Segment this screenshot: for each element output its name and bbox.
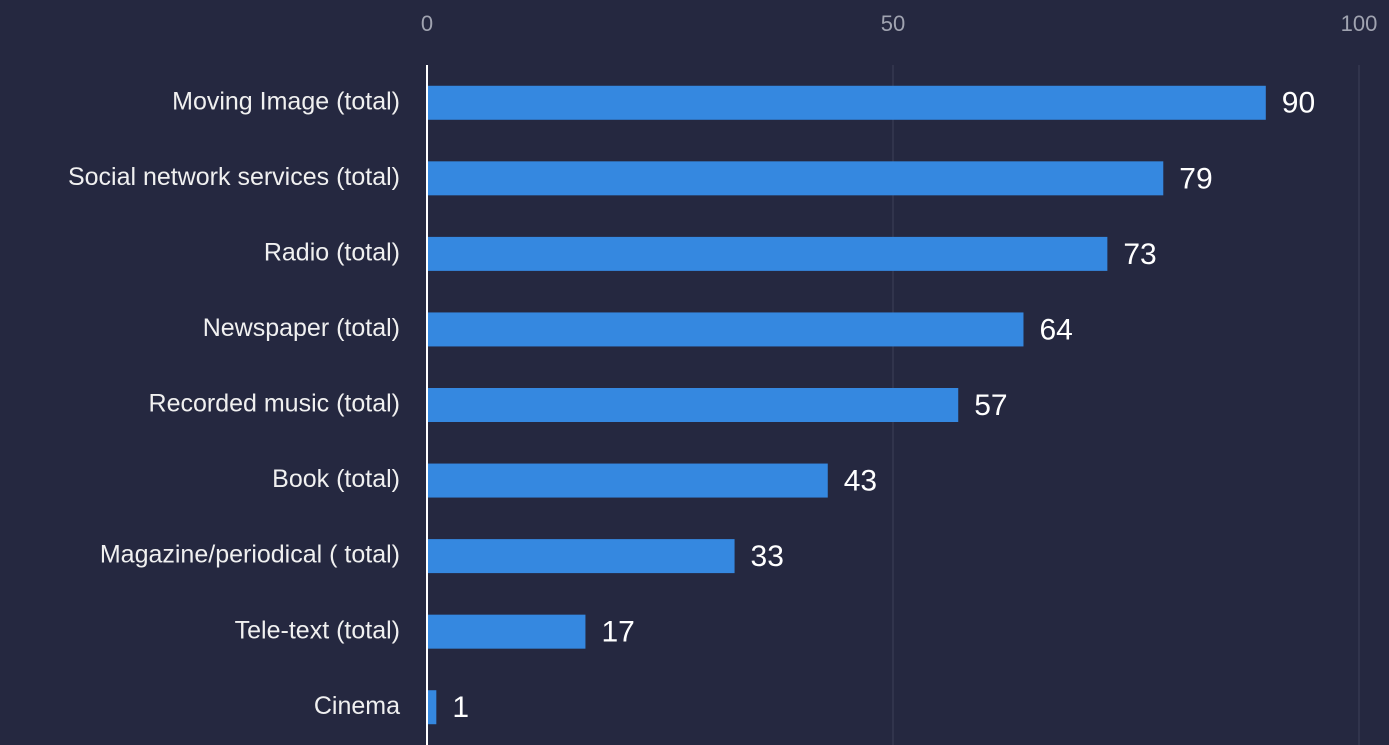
value-label: 43: [844, 464, 877, 497]
y-tick-label: Cinema: [314, 692, 400, 720]
value-label: 64: [1039, 313, 1072, 346]
bar: [427, 539, 735, 574]
y-tick-label: Recorded music (total): [149, 390, 400, 418]
bar: [427, 312, 1024, 347]
value-label: 1: [452, 691, 469, 724]
y-tick-label: Newspaper (total): [203, 314, 400, 342]
value-label: 57: [974, 389, 1007, 422]
value-label: 73: [1123, 238, 1156, 271]
y-tick-label: Moving Image (total): [172, 87, 400, 115]
bar: [427, 614, 586, 649]
value-label: 90: [1282, 87, 1315, 120]
bar: [427, 85, 1266, 120]
bar: [427, 236, 1108, 271]
y-tick-label: Radio (total): [264, 238, 400, 266]
bar: [427, 388, 959, 422]
bar: [427, 463, 828, 498]
y-tick-label: Social network services (total): [68, 163, 400, 191]
value-label: 33: [751, 540, 784, 573]
y-tick-label: Magazine/periodical ( total): [100, 541, 400, 569]
value-label: 17: [601, 616, 634, 649]
y-tick-label: Book (total): [272, 465, 400, 493]
x-tick-label: 50: [881, 11, 905, 36]
y-tick-label: Tele-text (total): [235, 616, 400, 644]
x-tick-label: 0: [421, 11, 433, 36]
bar: [427, 161, 1164, 196]
bar: [427, 690, 437, 725]
value-label: 79: [1179, 162, 1212, 195]
x-tick-label: 100: [1341, 11, 1378, 36]
